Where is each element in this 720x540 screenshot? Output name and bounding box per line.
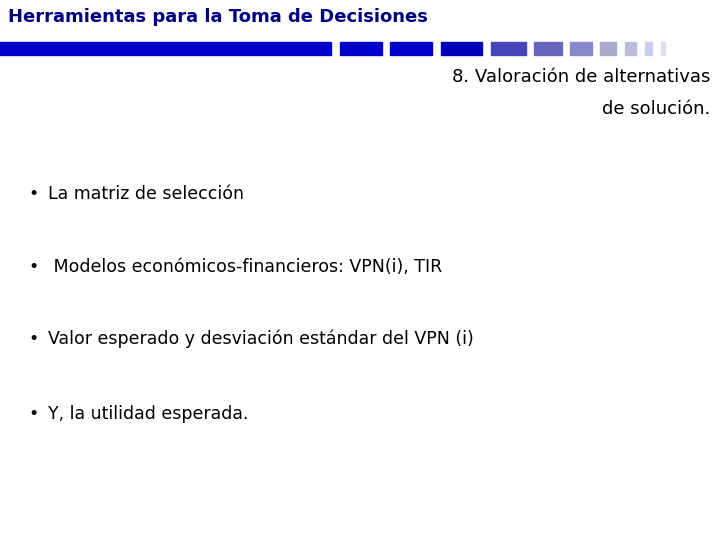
Bar [600,42,616,55]
Bar [598,42,599,55]
Bar [0,42,331,55]
Text: Valor esperado y desviación estándar del VPN (i): Valor esperado y desviación estándar del… [48,330,474,348]
Bar [488,42,490,55]
Bar [531,42,533,55]
Bar [645,42,652,55]
Text: Herramientas para la Toma de Decisiones: Herramientas para la Toma de Decisiones [8,8,428,26]
Text: •: • [28,185,38,203]
Bar [570,42,592,55]
Bar [340,42,382,55]
Bar [337,42,338,55]
Bar [625,42,636,55]
Bar [387,42,389,55]
Bar [567,42,569,55]
Text: 8. Valoración de alternativas: 8. Valoración de alternativas [451,68,710,86]
Text: •: • [28,258,38,276]
Text: de solución.: de solución. [602,100,710,118]
Bar [491,42,526,55]
Text: •: • [28,330,38,348]
Text: La matriz de selección: La matriz de selección [48,185,244,203]
Bar [661,42,665,55]
Bar [438,42,439,55]
Text: •: • [28,405,38,423]
Bar [642,42,644,55]
Bar [658,42,660,55]
Text: Modelos económicos-financieros: VPN(i), TIR: Modelos económicos-financieros: VPN(i), … [48,258,442,276]
Bar [534,42,562,55]
Bar [441,42,482,55]
Bar [622,42,624,55]
Bar [390,42,432,55]
Text: Y, la utilidad esperada.: Y, la utilidad esperada. [48,405,248,423]
